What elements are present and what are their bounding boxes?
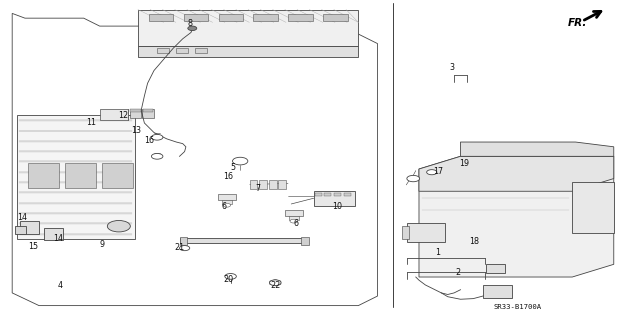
Text: 9: 9 (99, 240, 104, 249)
Bar (176, 48, 188, 53)
Bar (572, 182, 614, 233)
Bar (143, 109, 154, 112)
Polygon shape (419, 156, 614, 191)
Text: 13: 13 (131, 126, 141, 135)
Text: 20: 20 (223, 275, 233, 284)
Text: 22: 22 (270, 281, 280, 290)
Bar (179, 237, 187, 245)
Text: 18: 18 (469, 237, 479, 246)
Polygon shape (270, 279, 281, 286)
Bar (315, 193, 322, 196)
Bar (278, 180, 286, 189)
Text: 8: 8 (188, 19, 193, 28)
Text: 19: 19 (460, 159, 469, 168)
Text: 4: 4 (58, 281, 63, 290)
Bar (483, 285, 511, 298)
Text: 7: 7 (255, 184, 260, 193)
Bar (334, 193, 341, 196)
Text: 10: 10 (332, 202, 342, 211)
Bar (20, 221, 39, 234)
Bar (102, 163, 133, 188)
Text: 5: 5 (230, 163, 236, 172)
Circle shape (427, 170, 437, 175)
Text: 1: 1 (436, 248, 441, 257)
Circle shape (223, 203, 230, 207)
Text: 16: 16 (223, 173, 233, 182)
Bar (323, 14, 348, 21)
Polygon shape (419, 156, 614, 277)
Bar (138, 10, 358, 46)
Bar (218, 14, 243, 21)
Bar (15, 226, 26, 234)
Bar (184, 14, 208, 21)
Bar (250, 180, 257, 189)
Bar (301, 237, 308, 245)
Polygon shape (461, 142, 614, 156)
Text: 21: 21 (175, 243, 184, 252)
Text: 15: 15 (28, 242, 38, 251)
Bar (486, 264, 505, 273)
Bar (218, 195, 236, 200)
Text: 17: 17 (433, 167, 444, 176)
Circle shape (290, 219, 298, 223)
Text: 2: 2 (456, 268, 461, 278)
Bar (17, 115, 135, 239)
Text: 12: 12 (118, 111, 129, 120)
Circle shape (188, 26, 196, 31)
Bar (407, 223, 445, 242)
Bar (143, 109, 154, 118)
Circle shape (108, 220, 131, 232)
Text: 6: 6 (294, 219, 299, 227)
Bar (65, 163, 96, 188)
Bar (324, 193, 332, 196)
Text: SR33-B1700A: SR33-B1700A (494, 304, 542, 310)
Text: 6: 6 (221, 202, 227, 211)
Circle shape (269, 280, 281, 286)
Bar (259, 180, 267, 189)
Bar (402, 226, 410, 239)
Text: 11: 11 (86, 117, 97, 127)
Bar (100, 109, 129, 120)
Text: 16: 16 (145, 136, 154, 145)
Circle shape (225, 273, 236, 279)
Bar (195, 48, 207, 53)
Text: 14: 14 (53, 234, 63, 243)
Bar (253, 14, 278, 21)
Bar (289, 216, 299, 220)
Circle shape (232, 157, 248, 165)
Text: 14: 14 (17, 213, 27, 222)
Bar (130, 109, 141, 118)
Bar (269, 180, 276, 189)
Text: FR.: FR. (568, 18, 587, 28)
Bar (157, 48, 169, 53)
Circle shape (179, 246, 189, 251)
Bar (344, 193, 351, 196)
Circle shape (152, 153, 163, 159)
Circle shape (407, 175, 420, 182)
Bar (179, 238, 307, 243)
Bar (44, 228, 63, 240)
Circle shape (152, 134, 163, 140)
Bar (285, 210, 303, 216)
Bar (28, 163, 59, 188)
Bar (221, 200, 232, 204)
Text: 3: 3 (450, 63, 454, 72)
Bar (131, 109, 141, 112)
Bar (289, 14, 313, 21)
Bar (138, 46, 358, 57)
Bar (148, 14, 173, 21)
Bar (314, 191, 355, 205)
